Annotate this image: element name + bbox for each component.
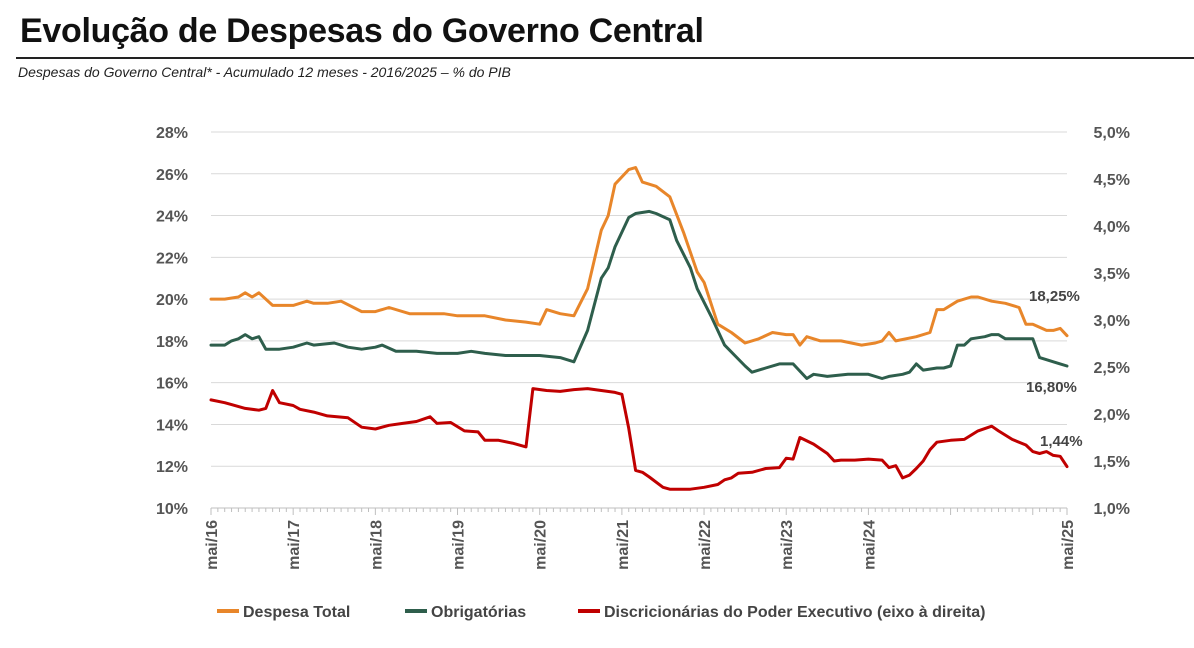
legend-label-1: Obrigatórias [431, 604, 526, 621]
y-left-tick-label: 10% [156, 501, 188, 518]
x-tick-label: mai/22 [697, 520, 714, 570]
y-right-tick-label: 4,0% [1094, 219, 1130, 236]
x-tick-label: mai/18 [368, 520, 385, 570]
y-right-tick-label: 3,0% [1094, 313, 1130, 330]
x-tick-label: mai/16 [204, 520, 221, 570]
y-right-tick-label: 1,0% [1094, 501, 1130, 518]
end-label-1: 16,80% [1026, 379, 1077, 396]
y-left-tick-label: 26% [156, 167, 188, 184]
x-tick-label: mai/17 [286, 520, 303, 570]
end-label-0: 18,25% [1029, 288, 1080, 305]
y-right-tick-label: 2,0% [1094, 407, 1130, 424]
y-left-tick-label: 28% [156, 125, 188, 142]
title-divider [16, 57, 1194, 59]
gridlines [211, 131, 1067, 509]
x-tick-label: mai/19 [451, 520, 468, 570]
series-line-0 [209, 166, 1069, 347]
y-axis-left: 10% 12% 14% 16% 18% 20% 22% 24% 26% 28% [156, 125, 188, 518]
y-right-tick-label: 1,5% [1094, 454, 1130, 471]
x-tick-label: mai/20 [533, 520, 550, 570]
series-line-2 [209, 387, 1069, 491]
x-tick-label: mai/21 [615, 520, 632, 570]
y-left-tick-label: 18% [156, 334, 188, 351]
x-tick-label: mai/23 [779, 520, 796, 570]
end-labels: 18,25% 16,80% 1,44% [1026, 288, 1083, 450]
y-right-tick-label: 2,5% [1094, 360, 1130, 377]
y-left-tick-label: 14% [156, 417, 188, 434]
chart-legend: Despesa Total Obrigatórias Discricionárias… [217, 604, 985, 621]
series-line-1 [209, 209, 1069, 380]
x-axis: mai/16 mai/17 mai/18 mai/19 mai/20 mai/21 mai/… [204, 507, 1077, 570]
y-axis-right: 1,0% 1,5% 2,0% 2,5% 3,0% 3,5% 4,0% 4,5% 5,0% [1094, 125, 1130, 518]
legend-label-2: Discricionárias do Poder Executivo (eixo… [604, 604, 985, 621]
end-label-2: 1,44% [1040, 433, 1083, 450]
y-left-tick-label: 16% [156, 376, 188, 393]
page-title: Evolução de Despesas do Governo Central [20, 12, 704, 50]
y-right-tick-label: 5,0% [1094, 125, 1130, 142]
x-tick-label: mai/24 [861, 520, 878, 570]
y-right-tick-label: 3,5% [1094, 266, 1130, 283]
page-subtitle: Despesas do Governo Central* - Acumulado… [18, 64, 511, 80]
y-left-tick-label: 22% [156, 250, 188, 267]
y-right-tick-label: 4,5% [1094, 172, 1130, 189]
legend-label-0: Despesa Total [243, 604, 350, 621]
y-left-tick-label: 12% [156, 459, 188, 476]
y-left-tick-label: 20% [156, 292, 188, 309]
series-lines [209, 166, 1069, 491]
x-tick-label: mai/25 [1060, 520, 1077, 570]
y-left-tick-label: 24% [156, 209, 188, 226]
